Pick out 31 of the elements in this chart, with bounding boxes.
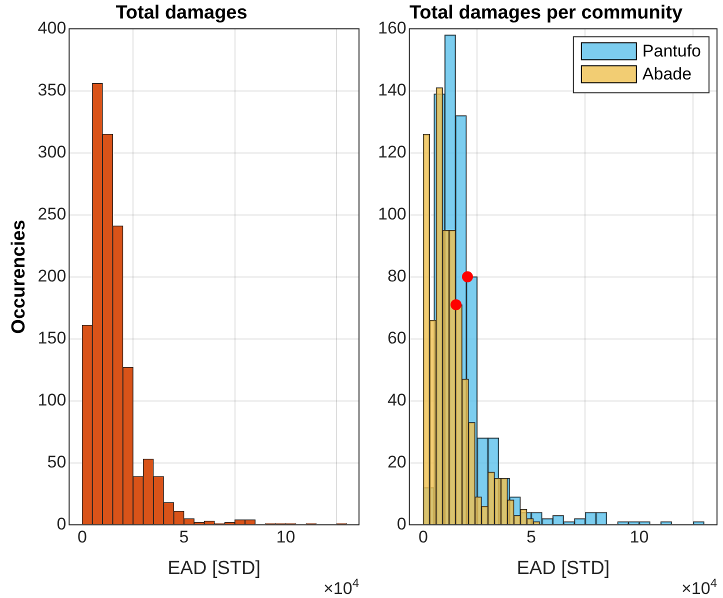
y-tick-label: 60 xyxy=(387,328,406,348)
chart-title: Total damages per community xyxy=(409,2,683,24)
y-tick-label: 140 xyxy=(378,80,406,100)
y-tick-label: 250 xyxy=(38,204,66,224)
y-tick-label: 150 xyxy=(38,328,66,348)
x-axis-title: EAD [STD] xyxy=(516,558,610,579)
x-tick-label: 10 xyxy=(276,528,296,547)
x-tick-label: 5 xyxy=(179,528,189,547)
y-tick-label: 50 xyxy=(47,452,66,472)
x-tick-label: 10 xyxy=(630,528,649,547)
legend-label: Pantufo xyxy=(642,41,702,60)
y-tick-label: 20 xyxy=(387,452,406,472)
y-tick-label: 300 xyxy=(38,142,66,162)
y-tick-label: 100 xyxy=(38,390,66,410)
y-tick-label: 80 xyxy=(387,266,406,286)
y-tick-label: 0 xyxy=(396,514,406,534)
x-tick-label: 0 xyxy=(77,528,87,547)
x-tick-label: 0 xyxy=(418,528,428,547)
chart-title: Total damages xyxy=(116,2,248,24)
y-tick-label: 100 xyxy=(378,204,406,224)
x-axis-title: EAD [STD] xyxy=(168,558,261,579)
y-tick-label: 400 xyxy=(38,18,66,38)
y-axis-title: Occurencies xyxy=(8,220,30,334)
y-tick-label: 160 xyxy=(378,18,406,38)
y-tick-label: 0 xyxy=(56,514,66,534)
legend-label: Abade xyxy=(642,64,692,84)
y-tick-label: 120 xyxy=(378,142,406,162)
y-tick-label: 40 xyxy=(387,390,406,410)
y-tick-label: 350 xyxy=(38,80,66,100)
x-tick-label: 5 xyxy=(526,528,536,547)
y-tick-label: 200 xyxy=(38,266,66,286)
